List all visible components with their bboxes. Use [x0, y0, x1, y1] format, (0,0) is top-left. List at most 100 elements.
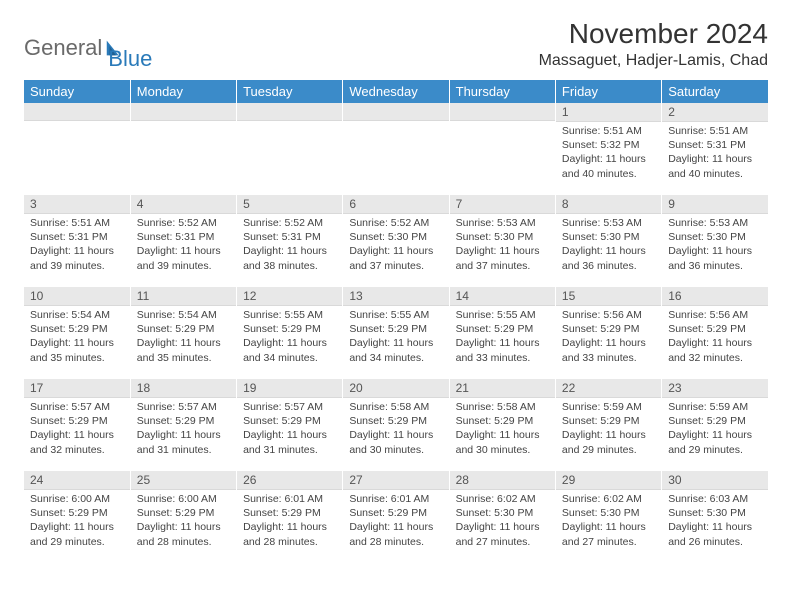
day-line: Daylight: 11 hours and 34 minutes.: [349, 336, 442, 364]
day-line: Sunset: 5:29 PM: [562, 414, 655, 428]
calendar-day-cell: 30Sunrise: 6:03 AMSunset: 5:30 PMDayligh…: [662, 471, 768, 563]
calendar-day-cell: 11Sunrise: 5:54 AMSunset: 5:29 PMDayligh…: [130, 287, 236, 379]
day-line: Sunrise: 5:57 AM: [137, 400, 230, 414]
day-number: 30: [662, 471, 768, 490]
calendar-day-cell: 4Sunrise: 5:52 AMSunset: 5:31 PMDaylight…: [130, 195, 236, 287]
calendar-day-cell: [130, 103, 236, 195]
day-line: Sunset: 5:29 PM: [137, 506, 230, 520]
day-body: Sunrise: 6:03 AMSunset: 5:30 PMDaylight:…: [662, 490, 768, 553]
day-line: Sunset: 5:30 PM: [349, 230, 442, 244]
day-body: [343, 121, 448, 181]
day-number: 20: [343, 379, 448, 398]
page-header: General Blue November 2024 Massaguet, Ha…: [24, 18, 768, 72]
calendar-week-row: 10Sunrise: 5:54 AMSunset: 5:29 PMDayligh…: [24, 287, 768, 379]
day-line: Sunset: 5:29 PM: [668, 322, 762, 336]
day-body: [450, 121, 555, 181]
day-line: Sunrise: 5:51 AM: [562, 124, 655, 138]
day-body: Sunrise: 5:59 AMSunset: 5:29 PMDaylight:…: [662, 398, 768, 461]
day-header-row: Sunday Monday Tuesday Wednesday Thursday…: [24, 80, 768, 103]
day-line: Sunset: 5:29 PM: [562, 322, 655, 336]
day-line: Sunrise: 5:54 AM: [30, 308, 124, 322]
day-number: 29: [556, 471, 661, 490]
calendar-day-cell: [449, 103, 555, 195]
day-line: Daylight: 11 hours and 37 minutes.: [456, 244, 549, 272]
day-line: Sunset: 5:30 PM: [456, 230, 549, 244]
day-number: 9: [662, 195, 768, 214]
calendar-day-cell: 21Sunrise: 5:58 AMSunset: 5:29 PMDayligh…: [449, 379, 555, 471]
day-line: Daylight: 11 hours and 29 minutes.: [30, 520, 124, 548]
day-header: Tuesday: [237, 80, 343, 103]
day-line: Daylight: 11 hours and 32 minutes.: [668, 336, 762, 364]
calendar-day-cell: 29Sunrise: 6:02 AMSunset: 5:30 PMDayligh…: [555, 471, 661, 563]
calendar-day-cell: 12Sunrise: 5:55 AMSunset: 5:29 PMDayligh…: [237, 287, 343, 379]
day-header: Wednesday: [343, 80, 449, 103]
day-number: 25: [131, 471, 236, 490]
calendar-day-cell: 18Sunrise: 5:57 AMSunset: 5:29 PMDayligh…: [130, 379, 236, 471]
day-line: Sunrise: 5:55 AM: [456, 308, 549, 322]
day-line: Sunset: 5:29 PM: [668, 414, 762, 428]
day-line: Sunrise: 5:57 AM: [243, 400, 336, 414]
day-line: Sunrise: 5:55 AM: [349, 308, 442, 322]
day-line: Sunrise: 5:59 AM: [668, 400, 762, 414]
calendar-table: Sunday Monday Tuesday Wednesday Thursday…: [24, 80, 768, 563]
calendar-day-cell: 1Sunrise: 5:51 AMSunset: 5:32 PMDaylight…: [555, 103, 661, 195]
day-number: 8: [556, 195, 661, 214]
day-number: 21: [450, 379, 555, 398]
calendar-day-cell: 19Sunrise: 5:57 AMSunset: 5:29 PMDayligh…: [237, 379, 343, 471]
calendar-week-row: 1Sunrise: 5:51 AMSunset: 5:32 PMDaylight…: [24, 103, 768, 195]
day-body: Sunrise: 5:58 AMSunset: 5:29 PMDaylight:…: [450, 398, 555, 461]
day-line: Sunrise: 6:02 AM: [456, 492, 549, 506]
day-line: Sunrise: 5:51 AM: [668, 124, 762, 138]
day-line: Sunset: 5:29 PM: [30, 322, 124, 336]
calendar-day-cell: 6Sunrise: 5:52 AMSunset: 5:30 PMDaylight…: [343, 195, 449, 287]
calendar-week-row: 17Sunrise: 5:57 AMSunset: 5:29 PMDayligh…: [24, 379, 768, 471]
calendar-day-cell: 7Sunrise: 5:53 AMSunset: 5:30 PMDaylight…: [449, 195, 555, 287]
day-number: 15: [556, 287, 661, 306]
day-body: Sunrise: 5:55 AMSunset: 5:29 PMDaylight:…: [450, 306, 555, 369]
day-line: Sunrise: 5:52 AM: [349, 216, 442, 230]
day-body: Sunrise: 5:52 AMSunset: 5:30 PMDaylight:…: [343, 214, 448, 277]
day-line: Sunrise: 6:01 AM: [243, 492, 336, 506]
day-number: 11: [131, 287, 236, 306]
day-line: Daylight: 11 hours and 27 minutes.: [456, 520, 549, 548]
day-line: Sunrise: 6:03 AM: [668, 492, 762, 506]
day-line: Daylight: 11 hours and 38 minutes.: [243, 244, 336, 272]
day-body: Sunrise: 5:54 AMSunset: 5:29 PMDaylight:…: [24, 306, 130, 369]
day-body: Sunrise: 5:55 AMSunset: 5:29 PMDaylight:…: [343, 306, 448, 369]
day-line: Sunset: 5:31 PM: [668, 138, 762, 152]
day-line: Daylight: 11 hours and 36 minutes.: [562, 244, 655, 272]
day-line: Sunset: 5:29 PM: [137, 414, 230, 428]
day-line: Daylight: 11 hours and 30 minutes.: [456, 428, 549, 456]
day-line: Sunrise: 6:00 AM: [137, 492, 230, 506]
day-number: 10: [24, 287, 130, 306]
day-line: Daylight: 11 hours and 28 minutes.: [349, 520, 442, 548]
day-number: 13: [343, 287, 448, 306]
day-body: Sunrise: 5:55 AMSunset: 5:29 PMDaylight:…: [237, 306, 342, 369]
day-line: Daylight: 11 hours and 34 minutes.: [243, 336, 336, 364]
day-number: 12: [237, 287, 342, 306]
day-line: Sunset: 5:30 PM: [562, 506, 655, 520]
day-number: 23: [662, 379, 768, 398]
day-line: Sunset: 5:29 PM: [30, 506, 124, 520]
day-number: 22: [556, 379, 661, 398]
day-number: 19: [237, 379, 342, 398]
day-body: [24, 121, 130, 181]
day-line: Daylight: 11 hours and 36 minutes.: [668, 244, 762, 272]
day-line: Daylight: 11 hours and 40 minutes.: [668, 152, 762, 180]
logo: General Blue: [24, 18, 152, 72]
day-line: Sunrise: 5:55 AM: [243, 308, 336, 322]
day-body: Sunrise: 5:57 AMSunset: 5:29 PMDaylight:…: [24, 398, 130, 461]
calendar-day-cell: 8Sunrise: 5:53 AMSunset: 5:30 PMDaylight…: [555, 195, 661, 287]
calendar-day-cell: [237, 103, 343, 195]
day-line: Daylight: 11 hours and 27 minutes.: [562, 520, 655, 548]
calendar-day-cell: 15Sunrise: 5:56 AMSunset: 5:29 PMDayligh…: [555, 287, 661, 379]
calendar-day-cell: 24Sunrise: 6:00 AMSunset: 5:29 PMDayligh…: [24, 471, 130, 563]
day-number: 27: [343, 471, 448, 490]
calendar-day-cell: 28Sunrise: 6:02 AMSunset: 5:30 PMDayligh…: [449, 471, 555, 563]
day-body: [237, 121, 342, 181]
day-number: [131, 103, 236, 121]
day-line: Daylight: 11 hours and 33 minutes.: [562, 336, 655, 364]
calendar-day-cell: 25Sunrise: 6:00 AMSunset: 5:29 PMDayligh…: [130, 471, 236, 563]
day-line: Daylight: 11 hours and 40 minutes.: [562, 152, 655, 180]
calendar-day-cell: [24, 103, 130, 195]
